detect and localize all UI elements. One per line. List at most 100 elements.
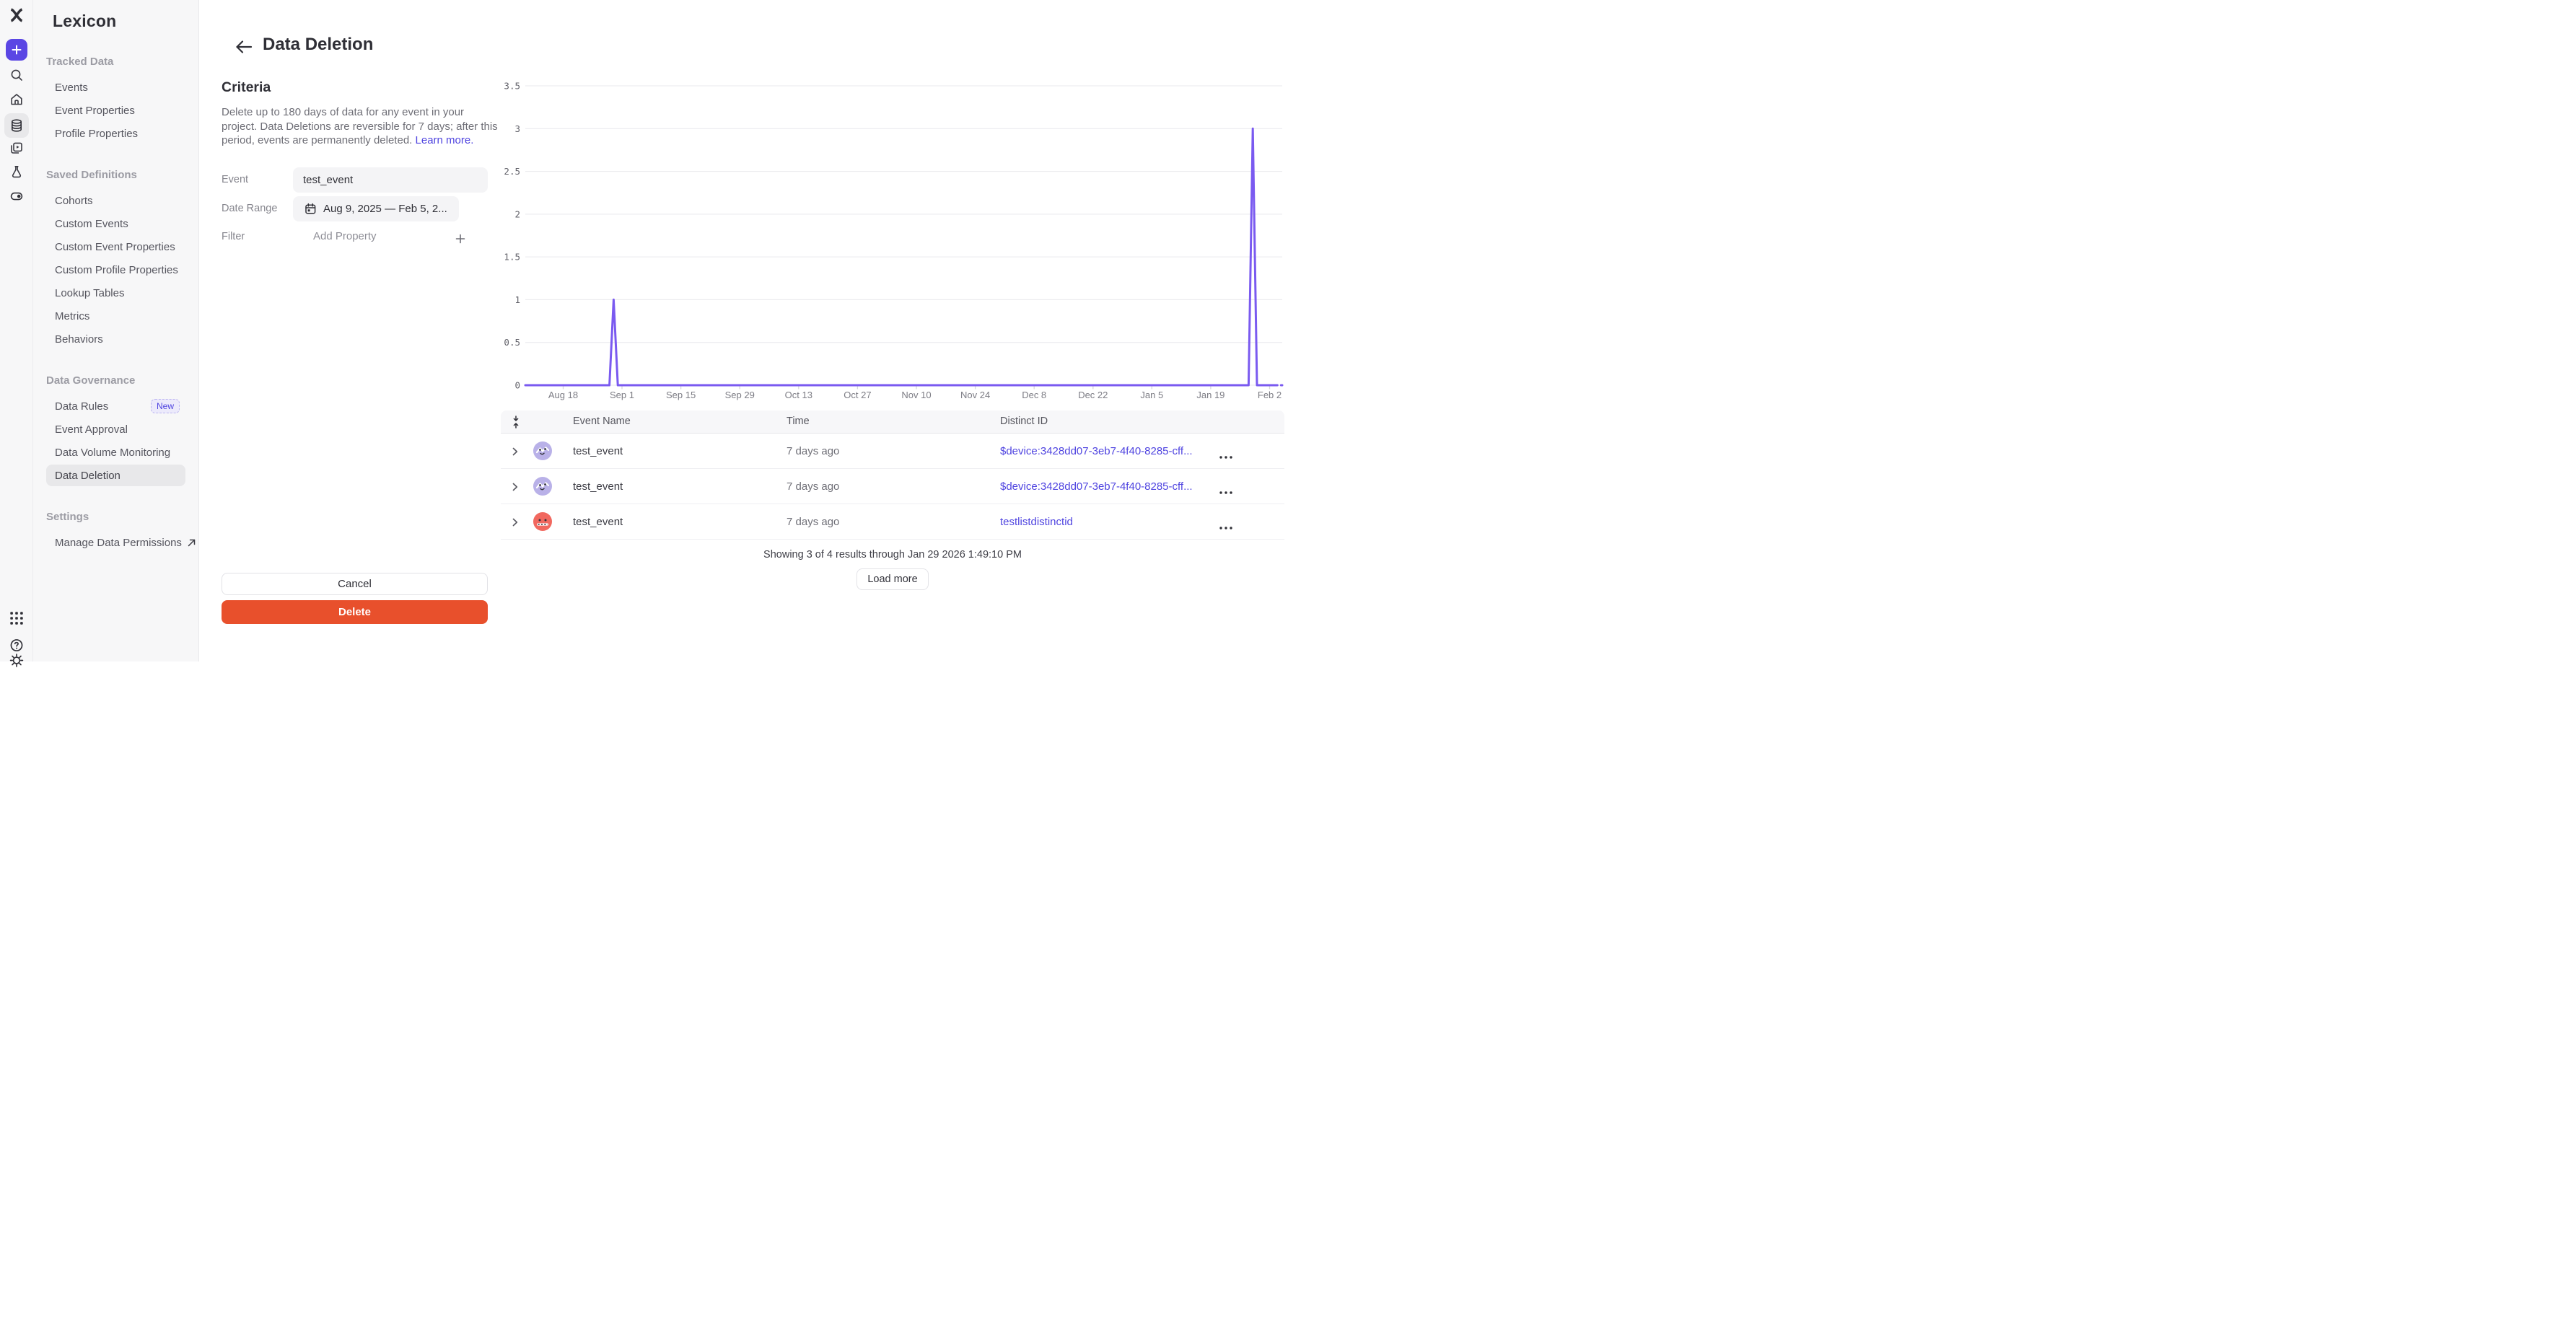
- apps-grid-icon[interactable]: [9, 611, 24, 625]
- x-axis-tick-label: Jan 5: [1140, 390, 1163, 400]
- delete-button[interactable]: Delete: [222, 600, 488, 624]
- sidebar-title: Lexicon: [53, 12, 117, 30]
- column-header-event-name[interactable]: Event Name: [573, 416, 631, 427]
- sidebar-section-title: Saved Definitions: [46, 169, 137, 181]
- add-property-button[interactable]: Add Property: [313, 229, 377, 242]
- sidebar-item-label: Data Deletion: [55, 469, 121, 482]
- event-input[interactable]: test_event: [293, 167, 488, 193]
- y-axis-tick-label: 0: [514, 380, 520, 391]
- sidebar-item-event-properties[interactable]: Event Properties: [46, 100, 185, 121]
- x-axis-tick-label: Sep 15: [666, 390, 696, 400]
- sidebar-section-title: Tracked Data: [46, 56, 114, 68]
- sidebar-item-events[interactable]: Events: [46, 76, 185, 98]
- sidebar-item-label: Data Volume Monitoring: [55, 446, 171, 459]
- x-axis-tick-label: Sep 1: [610, 390, 634, 400]
- date-range-field-label: Date Range: [222, 202, 278, 214]
- date-range-value: Aug 9, 2025 — Feb 5, 2...: [323, 202, 447, 215]
- sidebar-item-custom-event-properties[interactable]: Custom Event Properties: [46, 236, 185, 258]
- sidebar-section-data-governance: Data Governance Data Rules New Event Approv…: [33, 374, 198, 486]
- x-axis-tick-label: Nov 10: [901, 390, 931, 400]
- sidebar-item-behaviors[interactable]: Behaviors: [46, 328, 185, 350]
- main-content: Data Deletion Criteria Delete up to 180 …: [199, 0, 1288, 662]
- lexicon-app: Lexicon Tracked Data Events Event Properti…: [0, 0, 1288, 667]
- table-body: test_event 7 days ago $device:3428dd07-3eb…: [501, 434, 1284, 540]
- sidebar-item-profile-properties[interactable]: Profile Properties: [46, 123, 185, 144]
- results-summary: Showing 3 of 4 results through Jan 29 20…: [763, 549, 1022, 561]
- sidebar-item-label: Custom Events: [55, 217, 128, 230]
- time-cell: 7 days ago: [787, 516, 840, 528]
- sidebar-item-label: Lookup Tables: [55, 286, 125, 299]
- filter-field-label: Filter: [222, 230, 245, 242]
- create-plus-button[interactable]: [5, 39, 27, 61]
- add-property-plus-icon[interactable]: [455, 231, 466, 252]
- y-axis-tick-label: 2: [514, 208, 520, 219]
- distinct-id-link[interactable]: testlistdistinctid: [1000, 516, 1073, 528]
- help-icon[interactable]: [9, 638, 24, 653]
- sidebar-item-label: Event Approval: [55, 423, 128, 436]
- table-header-row: Event Name Time Distinct ID: [501, 410, 1284, 434]
- sidebar-item-label: Event Properties: [55, 104, 135, 117]
- row-menu-button[interactable]: [1216, 481, 1236, 501]
- learn-more-link[interactable]: Learn more.: [415, 134, 474, 146]
- back-arrow-button[interactable]: [234, 38, 254, 56]
- line-chart-svg: 0 0.5 1 1.5 2 2.5 3 3.5 Aug 18 Sep 1 Sep 15 Sep 29 O…: [504, 81, 1284, 400]
- filter-control: Add Property: [293, 226, 488, 247]
- sidebar-item-label: Cohorts: [55, 194, 93, 207]
- x-axis-tick-label: Feb 2: [1258, 390, 1282, 400]
- expand-row-chevron[interactable]: [512, 447, 518, 459]
- sidebar-item-custom-profile-properties[interactable]: Custom Profile Properties: [46, 259, 185, 281]
- y-axis-tick-label: 2.5: [504, 166, 520, 177]
- distinct-id-link[interactable]: $device:3428dd07-3eb7-4f40-8285-cff...: [1000, 480, 1193, 493]
- event-name-cell: test_event: [573, 445, 623, 457]
- expand-row-chevron[interactable]: [512, 482, 518, 494]
- sidebar-section-title: Data Governance: [46, 374, 136, 387]
- experiments-flask-icon[interactable]: [9, 164, 24, 179]
- expand-row-chevron[interactable]: [512, 517, 518, 529]
- criteria-description-text: Delete up to 180 days of data for any ev…: [222, 106, 498, 146]
- lexicon-sidebar: Lexicon Tracked Data Events Event Properti…: [33, 0, 199, 662]
- column-header-time[interactable]: Time: [787, 416, 810, 427]
- sidebar-section-settings: Settings Manage Data Permissions: [33, 511, 198, 553]
- y-axis-tick-label: 3: [514, 123, 520, 134]
- sidebar-item-metrics[interactable]: Metrics: [46, 305, 185, 327]
- y-axis-tick-label: 3.5: [504, 81, 520, 92]
- sidebar-item-data-volume-monitoring[interactable]: Data Volume Monitoring: [46, 441, 185, 463]
- sidebar-item-cohorts[interactable]: Cohorts: [46, 190, 185, 211]
- sidebar-section-tracked-data: Tracked Data Events Event Properties Profil…: [33, 56, 198, 144]
- date-range-button[interactable]: Aug 9, 2025 — Feb 5, 2...: [293, 195, 459, 221]
- date-range-field-row: Date Range Aug 9, 2025 — Feb 5, 2...: [222, 195, 499, 221]
- sidebar-item-data-deletion[interactable]: Data Deletion: [46, 465, 185, 486]
- sidebar-item-custom-events[interactable]: Custom Events: [46, 213, 185, 234]
- toggle-icon[interactable]: [9, 189, 24, 203]
- x-axis-tick-label: Dec 8: [1022, 390, 1046, 400]
- distinct-id-link[interactable]: $device:3428dd07-3eb7-4f40-8285-cff...: [1000, 445, 1193, 457]
- event-name-cell: test_event: [573, 516, 623, 528]
- settings-gear-icon[interactable]: [9, 653, 24, 668]
- data-management-icon-selected[interactable]: [4, 113, 29, 138]
- x-axis-tick-label: Dec 22: [1078, 390, 1108, 400]
- time-cell: 7 days ago: [787, 480, 840, 493]
- external-link-icon: [187, 538, 196, 548]
- boards-icon[interactable]: [9, 141, 24, 155]
- home-icon[interactable]: [9, 92, 24, 107]
- sidebar-item-lookup-tables[interactable]: Lookup Tables: [46, 282, 185, 304]
- mixpanel-logo-icon[interactable]: [9, 7, 25, 23]
- sidebar-item-label: Metrics: [55, 309, 90, 322]
- table-row: test_event 7 days ago $device:3428dd07-3eb…: [501, 469, 1284, 504]
- sidebar-item-label: Manage Data Permissions: [55, 536, 182, 549]
- load-more-button[interactable]: Load more: [857, 568, 929, 590]
- criteria-heading: Criteria: [222, 79, 271, 95]
- sidebar-item-event-approval[interactable]: Event Approval: [46, 418, 185, 440]
- sidebar-item-manage-data-permissions[interactable]: Manage Data Permissions: [46, 532, 196, 553]
- event-avatar: [533, 441, 552, 460]
- row-menu-button[interactable]: [1216, 517, 1236, 536]
- series-line: [524, 127, 1275, 387]
- nav-rail: [0, 0, 33, 667]
- search-icon[interactable]: [9, 68, 24, 82]
- column-header-distinct-id[interactable]: Distinct ID: [1000, 416, 1048, 427]
- row-menu-button[interactable]: [1216, 446, 1236, 465]
- cancel-button[interactable]: Cancel: [222, 573, 488, 595]
- collapse-rows-icon[interactable]: [511, 416, 521, 431]
- sidebar-item-data-rules[interactable]: Data Rules New: [46, 395, 185, 417]
- event-avatar: [533, 512, 552, 531]
